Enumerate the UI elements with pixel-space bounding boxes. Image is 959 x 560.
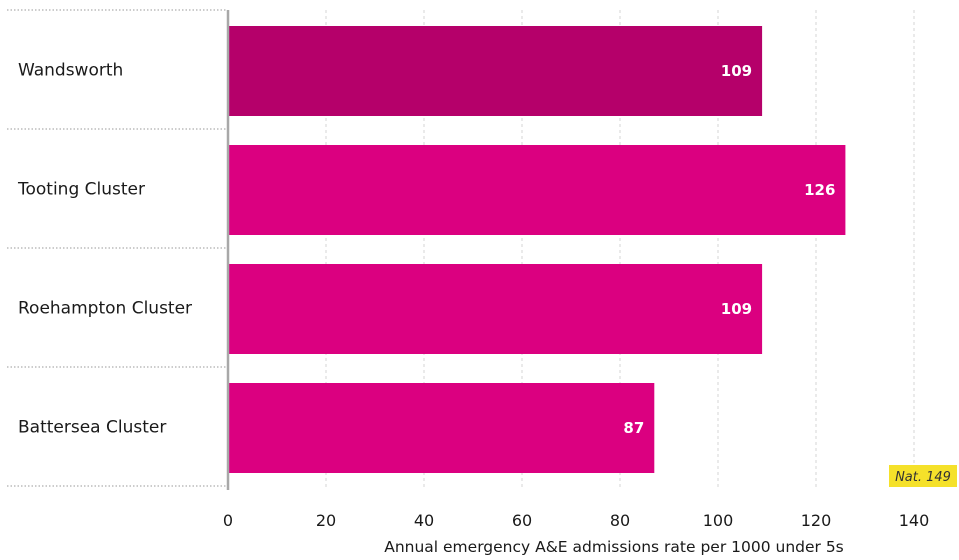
data-label: 126 — [804, 181, 835, 199]
x-tick-label: 40 — [414, 511, 434, 530]
category-label: Roehampton Cluster — [18, 299, 192, 319]
x-tick-label: 60 — [512, 511, 532, 530]
x-tick-label: 100 — [703, 511, 734, 530]
data-label: 87 — [623, 419, 644, 437]
x-tick-label: 140 — [899, 511, 930, 530]
x-tick-label: 120 — [801, 511, 832, 530]
category-label: Battersea Cluster — [18, 418, 166, 438]
x-axis-title: Annual emergency A&E admissions rate per… — [384, 538, 844, 556]
category-label: Wandsworth — [18, 61, 123, 81]
data-label: 109 — [721, 62, 752, 80]
x-tick-label: 20 — [316, 511, 336, 530]
x-tick-label: 80 — [610, 511, 630, 530]
category-labels: Wandsworth Tooting Cluster Roehampton Clus… — [17, 61, 192, 438]
row-separators — [7, 9, 226, 487]
data-label: 109 — [721, 300, 752, 318]
x-tick-labels: 0 20 40 60 80 100 120 140 — [223, 511, 929, 530]
x-tick-label: 0 — [223, 511, 233, 530]
benchmark-label: Nat. 149 — [895, 470, 951, 485]
category-label: Tooting Cluster — [17, 180, 145, 200]
bar — [228, 383, 655, 473]
bars: 109 126 109 87 — [228, 26, 846, 473]
benchmark-highlight — [889, 465, 957, 487]
bar — [228, 145, 846, 235]
bar — [228, 264, 763, 354]
bar — [228, 26, 763, 116]
benchmark-group: Nat. 149 — [889, 465, 957, 487]
